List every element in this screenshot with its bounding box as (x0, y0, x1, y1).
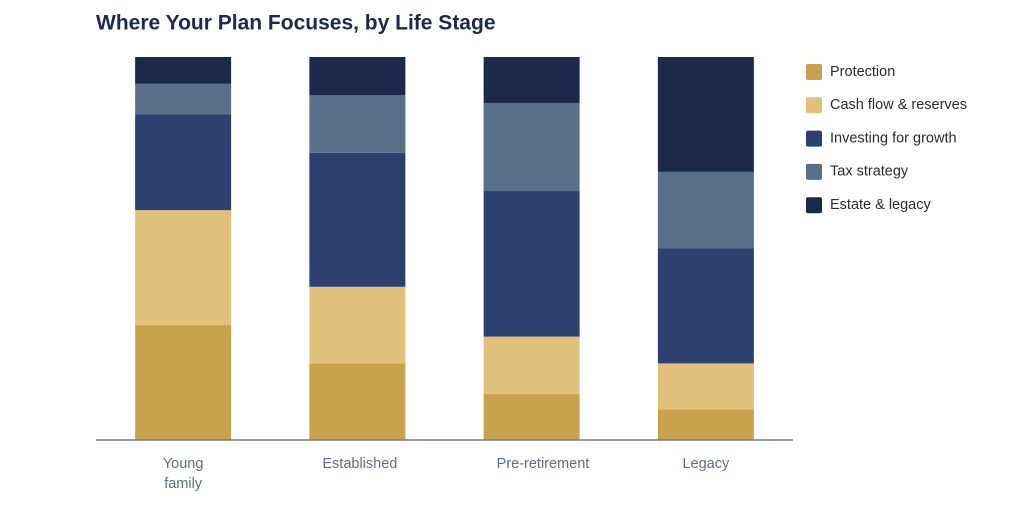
legend-swatch (806, 64, 822, 80)
legend-label: Protection (830, 64, 895, 80)
bar-segment (483, 102, 580, 192)
bar-segment (657, 57, 754, 172)
bar-segment (135, 83, 232, 115)
x-tick-label: Legacy (682, 456, 730, 472)
bar-segment (309, 363, 406, 440)
chart-title: Where Your Plan Focuses, by Life Stage (96, 12, 496, 35)
legend-swatch (806, 97, 822, 114)
x-tick-label: Young family (162, 456, 204, 492)
x-tick-label: Pre-retirement (496, 456, 590, 472)
x-tick-label: Established (322, 456, 398, 472)
bar-segment (483, 57, 580, 103)
legend-swatch (806, 197, 822, 214)
legend-swatch (806, 163, 822, 180)
bar-segment (657, 171, 754, 249)
bar-segment (657, 248, 754, 364)
bar-segment (309, 57, 406, 96)
bar-segment (309, 286, 406, 364)
legend-label: Estate & legacy (830, 197, 931, 213)
bar-segment (483, 191, 580, 337)
bar-segment (657, 363, 754, 410)
bar-segment (657, 409, 754, 440)
legend-label: Tax strategy (830, 164, 909, 180)
legend-label: Investing for growth (830, 130, 957, 146)
bar-segment (135, 114, 232, 211)
bar-segment (309, 95, 406, 153)
bar-segment (135, 325, 232, 440)
bar-segment (309, 152, 406, 287)
bar-segment (483, 336, 580, 395)
legend-swatch (806, 130, 822, 147)
legend-label: Cash flow & reserves (830, 97, 967, 113)
bar-segment (135, 57, 232, 84)
bar-segment (135, 210, 232, 326)
bar-segment (483, 394, 580, 440)
